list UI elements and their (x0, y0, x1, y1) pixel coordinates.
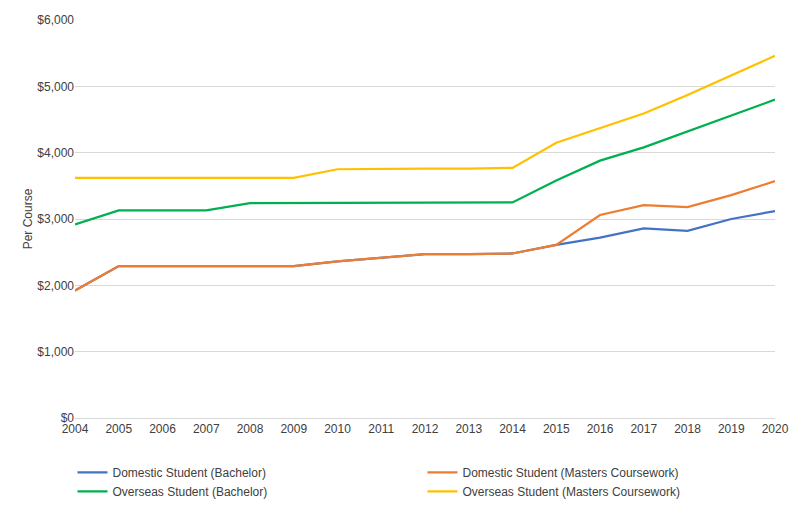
svg-text:2006: 2006 (149, 422, 176, 436)
svg-text:2005: 2005 (105, 422, 132, 436)
svg-text:2012: 2012 (412, 422, 439, 436)
svg-text:$1,000: $1,000 (37, 345, 74, 359)
svg-text:2014: 2014 (499, 422, 526, 436)
svg-text:2018: 2018 (674, 422, 701, 436)
svg-text:2020: 2020 (762, 422, 789, 436)
svg-text:2019: 2019 (718, 422, 745, 436)
svg-text:$2,000: $2,000 (37, 279, 74, 293)
svg-text:$0: $0 (61, 411, 75, 425)
svg-text:$6,000: $6,000 (37, 13, 74, 27)
svg-text:$4,000: $4,000 (37, 146, 74, 160)
svg-text:2017: 2017 (630, 422, 657, 436)
svg-text:2013: 2013 (455, 422, 482, 436)
svg-text:Overseas Student (Masters Cour: Overseas Student (Masters Coursework) (463, 485, 680, 499)
svg-text:2009: 2009 (280, 422, 307, 436)
svg-text:Domestic Student (Masters Cour: Domestic Student (Masters Coursework) (463, 466, 679, 480)
svg-text:Domestic Student (Bachelor): Domestic Student (Bachelor) (113, 466, 266, 480)
svg-text:2004: 2004 (62, 422, 89, 436)
svg-text:2016: 2016 (587, 422, 614, 436)
svg-text:Per Course: Per Course (21, 188, 35, 249)
svg-text:2015: 2015 (543, 422, 570, 436)
svg-text:2008: 2008 (237, 422, 264, 436)
svg-text:$5,000: $5,000 (37, 80, 74, 94)
svg-text:$3,000: $3,000 (37, 212, 74, 226)
svg-text:2011: 2011 (368, 422, 394, 436)
svg-text:2010: 2010 (324, 422, 351, 436)
svg-text:Overseas Student (Bachelor): Overseas Student (Bachelor) (113, 485, 268, 499)
svg-text:2007: 2007 (193, 422, 220, 436)
